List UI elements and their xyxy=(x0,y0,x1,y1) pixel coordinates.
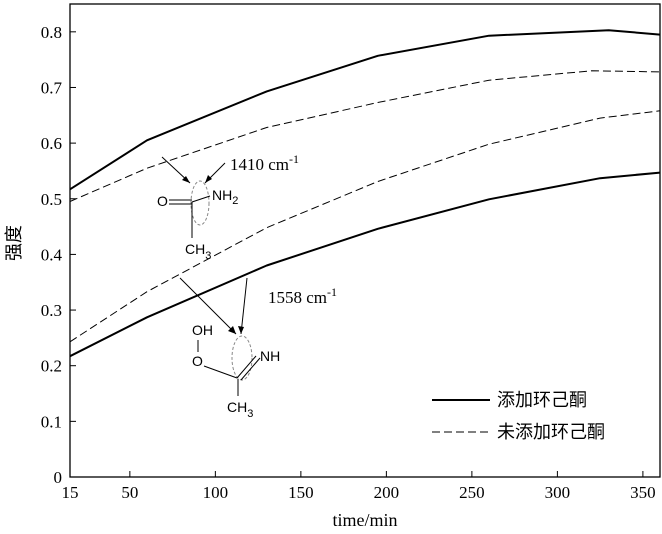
y-tick-label: 0.5 xyxy=(41,190,62,209)
plot-frame xyxy=(69,3,661,478)
x-tick-label: 250 xyxy=(459,483,485,502)
x-tick-label: 300 xyxy=(545,483,571,502)
series-line-not-added-upper xyxy=(69,70,661,202)
atom-label: OH xyxy=(192,322,213,338)
y-tick-label: 0.4 xyxy=(41,245,63,264)
legend-label: 添加环己酮 xyxy=(497,390,587,411)
y-tick-label: 0 xyxy=(54,468,63,487)
annotation-1558: 1558 cm-1 xyxy=(268,285,337,307)
x-tick-label: 15 xyxy=(62,483,79,502)
x-tick-label: 200 xyxy=(374,483,400,502)
atom-label: NH xyxy=(260,348,280,364)
y-tick-label: 0.6 xyxy=(41,134,62,153)
legend-label: 未添加环己酮 xyxy=(497,422,605,443)
atom-label: CH3 xyxy=(227,399,253,420)
atom-label: CH3 xyxy=(185,241,211,262)
x-tick-label: 150 xyxy=(288,483,314,502)
y-axis-label: 强度 xyxy=(4,225,25,261)
arrowhead xyxy=(238,326,244,334)
x-tick-label: 50 xyxy=(121,483,138,502)
y-tick-label: 0.8 xyxy=(41,23,62,42)
atom-label: O xyxy=(157,193,168,209)
y-tick-label: 0.2 xyxy=(41,357,62,376)
series-line-added-lower xyxy=(69,171,661,358)
annotation-arrow xyxy=(240,277,248,335)
atom-label: NH2 xyxy=(212,187,238,207)
arrowhead xyxy=(205,175,212,183)
atom-label: O xyxy=(192,353,203,369)
imine-structure: OH O NH CH3 xyxy=(192,322,280,420)
x-tick-label: 100 xyxy=(203,483,229,502)
legend: 添加环己酮 未添加环己酮 xyxy=(432,390,605,443)
series-line-not-added-lower xyxy=(69,110,661,343)
amide-structure: O NH2 CH3 xyxy=(157,180,238,262)
arrowhead xyxy=(182,176,190,183)
y-tick-label: 0.3 xyxy=(41,301,62,320)
y-tick-label: 0.7 xyxy=(41,78,63,97)
y-tick-label: 0.1 xyxy=(41,412,62,431)
highlight-ellipse xyxy=(231,335,253,381)
x-axis-label: time/min xyxy=(333,510,398,530)
annotation-1410: 1410 cm-1 xyxy=(230,152,299,174)
highlight-ellipse xyxy=(190,180,210,226)
series-line-added-upper xyxy=(69,29,661,191)
x-tick-label: 350 xyxy=(630,483,656,502)
arrowhead xyxy=(228,326,236,334)
annotation-arrow xyxy=(179,277,237,335)
